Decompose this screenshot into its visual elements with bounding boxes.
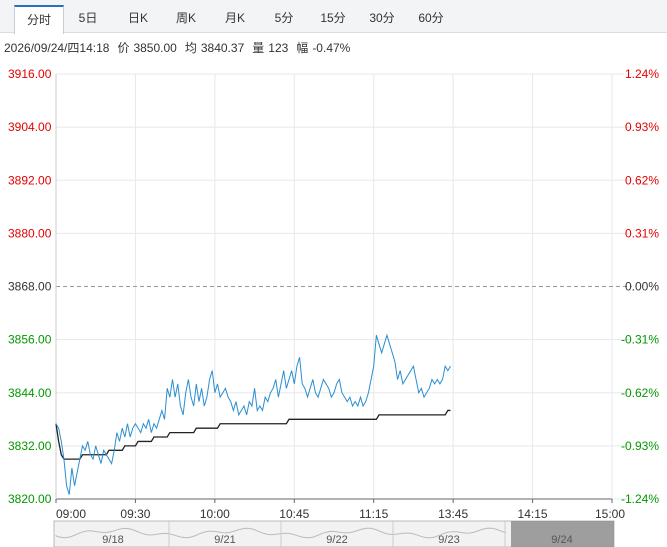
y-tick-label-left: 3856.00 (8, 333, 52, 347)
y-tick-label-right: 0.93% (625, 120, 659, 134)
info-chg: -0.47% (312, 41, 351, 55)
y-tick-label-left: 3844.00 (8, 386, 52, 400)
navigator-date-label: 9/24 (551, 534, 572, 546)
navigator-date-label: 9/22 (326, 534, 347, 546)
x-tick-label: 10:45 (279, 507, 309, 521)
y-tick-label-left: 3916.00 (8, 67, 52, 81)
navigator-window (511, 521, 614, 547)
tab-5day[interactable]: 5日 (78, 11, 98, 25)
quote-info-bar: 2026/09/24/四14:18 价 3850.00 均 3840.37 量 123 幅 -0… (4, 39, 358, 56)
x-tick-label: 14:15 (518, 507, 548, 521)
y-tick-label-right: 0.31% (625, 226, 659, 240)
x-tick-label: 11:15 (359, 507, 388, 521)
y-tick-label-right: 1.24% (625, 67, 659, 81)
info-datetime: 2026/09/24/四14:18 (4, 41, 110, 55)
tab-60min[interactable]: 60分 (418, 11, 444, 25)
period-tab-bar: 分时 5日 日K 周K 月K 5分 15分 30分 60分 (0, 0, 667, 34)
tab-5min[interactable]: 5分 (274, 11, 294, 25)
info-price: 3850.00 (133, 41, 177, 55)
y-tick-label-right: -1.24% (621, 492, 659, 506)
avg-price-line (55, 409, 451, 460)
y-tick-label-right: -0.31% (621, 333, 659, 347)
info-chg-label: 幅 (296, 41, 309, 55)
tab-15min[interactable]: 15分 (320, 11, 346, 25)
y-tick-label-right: 0.00% (625, 280, 659, 294)
tab-30min[interactable]: 30分 (369, 11, 395, 25)
navigator-date-label: 9/18 (102, 534, 123, 546)
y-tick-label-left: 3892.00 (8, 173, 52, 187)
y-tick-label-left: 3832.00 (8, 439, 52, 453)
tab-monthly-k[interactable]: 月K (224, 11, 245, 25)
info-vol-label: 量 (252, 41, 265, 55)
y-tick-label-left: 3868.00 (8, 280, 52, 294)
y-tick-label-left: 3820.00 (8, 492, 52, 506)
x-tick-label: 09:30 (120, 507, 150, 521)
tab-weekly-k[interactable]: 周K (175, 11, 196, 25)
price-line (55, 333, 451, 495)
y-tick-label-left: 3904.00 (8, 120, 52, 134)
x-tick-label: 10:00 (200, 507, 230, 521)
y-tick-label-left: 3880.00 (8, 226, 52, 240)
navigator-date-label: 9/21 (214, 534, 235, 546)
y-tick-label-right: -0.93% (621, 439, 659, 453)
navigator-mini-line (55, 527, 507, 539)
x-tick-label: 15:00 (595, 507, 625, 521)
tab-intraday[interactable]: 分时 (14, 5, 64, 34)
x-tick-label: 13:45 (438, 507, 468, 521)
info-vol: 123 (268, 41, 289, 55)
info-price-label: 价 (117, 41, 130, 55)
y-tick-label-right: 0.62% (625, 173, 659, 187)
tab-daily-k[interactable]: 日K (127, 11, 148, 25)
x-tick-label: 09:00 (56, 507, 86, 521)
info-avg: 3840.37 (200, 41, 245, 55)
y-tick-label-right: -0.62% (621, 386, 659, 400)
info-avg-label: 均 (184, 41, 197, 55)
navigator-date-label: 9/23 (438, 534, 459, 546)
